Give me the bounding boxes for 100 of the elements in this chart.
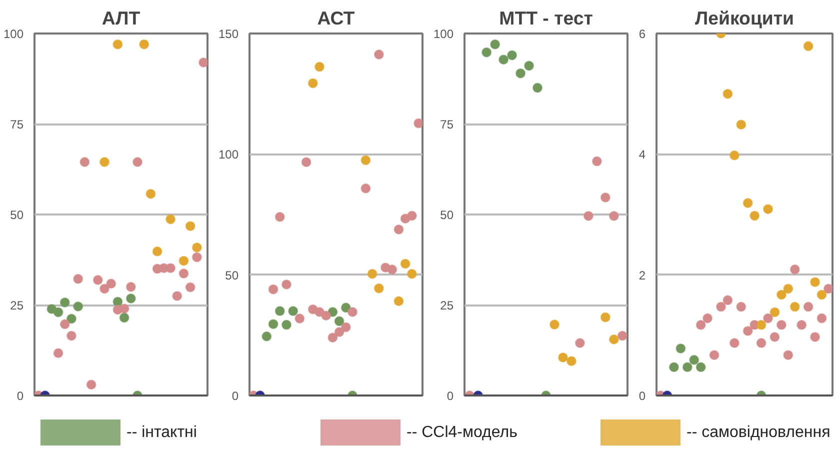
point <box>770 307 780 318</box>
y-tick-label: 75 <box>10 118 24 132</box>
chart-title: Лейкоцити <box>695 8 794 28</box>
point <box>816 290 827 300</box>
point <box>288 306 298 316</box>
point <box>387 264 398 275</box>
point <box>73 274 84 284</box>
y-tick-label: 100 <box>218 148 239 162</box>
point <box>702 313 713 324</box>
y-tick-label: 50 <box>440 208 454 222</box>
point <box>119 304 130 314</box>
point <box>60 319 70 330</box>
point <box>783 284 794 294</box>
point <box>340 322 351 332</box>
point <box>268 284 278 294</box>
point <box>742 326 753 336</box>
point <box>682 362 692 372</box>
point <box>152 246 162 256</box>
y-tick-label: 0 <box>446 389 454 403</box>
point <box>126 282 136 292</box>
point <box>334 327 344 338</box>
point <box>722 295 733 306</box>
point <box>507 50 518 60</box>
point <box>608 210 619 221</box>
chart-title: АСТ <box>317 8 356 28</box>
point <box>178 256 189 266</box>
y-tick-label: 75 <box>440 118 454 132</box>
point <box>308 78 318 88</box>
y-tick-label: 150 <box>218 27 239 41</box>
point <box>281 279 292 290</box>
point <box>132 157 143 167</box>
point <box>406 268 417 279</box>
point <box>192 252 202 262</box>
point <box>73 301 84 312</box>
point <box>776 320 786 330</box>
chart-title: АЛТ <box>102 8 141 28</box>
point <box>750 210 760 221</box>
point <box>192 242 202 252</box>
point <box>810 277 820 288</box>
point <box>696 320 706 330</box>
point <box>668 362 679 372</box>
point <box>348 307 358 317</box>
point <box>810 332 820 342</box>
legend-label: -- інтактні <box>126 424 197 441</box>
point <box>790 264 800 274</box>
point <box>796 320 807 330</box>
y-tick-label: 6 <box>638 27 646 41</box>
point <box>139 39 150 50</box>
point <box>53 307 64 318</box>
point <box>803 302 814 312</box>
point <box>106 278 116 289</box>
point <box>178 268 189 278</box>
point <box>360 183 371 194</box>
point <box>716 302 726 312</box>
point <box>482 47 492 58</box>
point <box>583 210 594 221</box>
point <box>729 338 740 348</box>
point <box>770 332 780 342</box>
point <box>374 50 384 60</box>
point <box>99 284 110 294</box>
point <box>414 118 422 128</box>
point <box>328 332 338 343</box>
point <box>198 57 208 68</box>
point <box>262 331 272 342</box>
point <box>394 224 404 234</box>
point <box>490 39 500 50</box>
point <box>524 60 534 71</box>
point <box>600 312 610 322</box>
point <box>617 330 628 341</box>
legend-label: -- самовідновлення <box>686 424 830 441</box>
point <box>498 54 509 65</box>
point <box>729 150 740 160</box>
point <box>86 380 96 390</box>
point <box>574 338 585 348</box>
point <box>823 284 832 294</box>
point <box>736 302 746 312</box>
point <box>146 188 156 199</box>
point <box>549 320 560 330</box>
point <box>274 306 285 316</box>
y-tick-label: 100 <box>433 27 454 41</box>
point <box>689 354 700 365</box>
point <box>80 157 90 167</box>
point <box>742 198 753 208</box>
y-tick-label: 50 <box>10 208 24 222</box>
point <box>334 316 344 326</box>
legend-label: -- CCl4-модель <box>406 424 518 441</box>
point <box>676 343 686 354</box>
point <box>367 268 378 279</box>
y-tick-label: 100 <box>3 27 24 41</box>
y-tick-label: 2 <box>638 268 646 282</box>
point <box>736 120 746 130</box>
y-tick-label: 0 <box>232 389 239 403</box>
point <box>722 88 733 99</box>
point <box>66 330 76 341</box>
point <box>756 320 766 330</box>
point <box>696 362 706 372</box>
point <box>112 39 123 50</box>
y-tick-label: 0 <box>16 389 24 403</box>
point <box>314 62 324 72</box>
point <box>53 348 64 358</box>
